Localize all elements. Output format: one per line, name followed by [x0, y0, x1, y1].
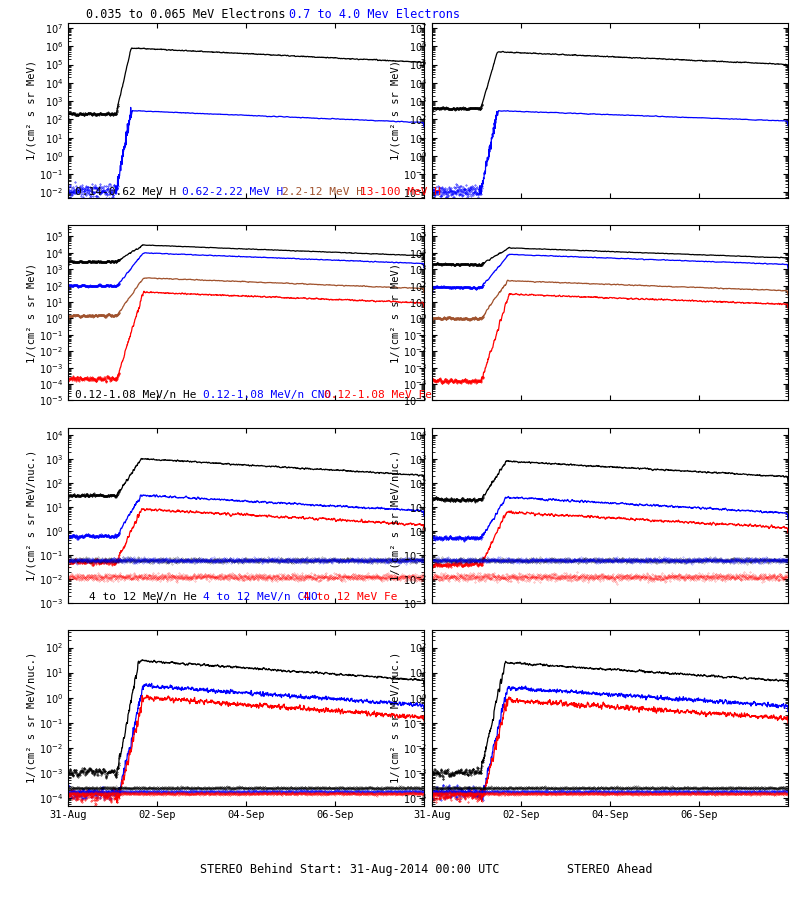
Text: Start: 31-Aug-2014 00:00 UTC: Start: 31-Aug-2014 00:00 UTC	[300, 863, 500, 877]
Text: 0.035 to 0.065 MeV Electrons: 0.035 to 0.065 MeV Electrons	[86, 8, 286, 21]
Y-axis label: 1/(cm² s sr MeV): 1/(cm² s sr MeV)	[390, 60, 401, 160]
Y-axis label: 1/(cm² s sr MeV): 1/(cm² s sr MeV)	[26, 263, 36, 363]
Text: 0.7 to 4.0 Mev Electrons: 0.7 to 4.0 Mev Electrons	[289, 8, 460, 21]
Y-axis label: 1/(cm² s sr MeV/nuc.): 1/(cm² s sr MeV/nuc.)	[390, 450, 400, 580]
Text: 4 to 12 MeV/n He: 4 to 12 MeV/n He	[90, 592, 198, 602]
Text: 0.62-2.22 MeV H: 0.62-2.22 MeV H	[182, 187, 283, 197]
Y-axis label: 1/(cm² s sr MeV): 1/(cm² s sr MeV)	[26, 60, 37, 160]
Text: 13-100 MeV H: 13-100 MeV H	[360, 187, 441, 197]
Y-axis label: 1/(cm² s sr MeV/nuc.): 1/(cm² s sr MeV/nuc.)	[26, 450, 36, 580]
Text: 0.12-1.08 MeV/n He: 0.12-1.08 MeV/n He	[75, 390, 197, 400]
Text: 2.2-12 MeV H: 2.2-12 MeV H	[282, 187, 362, 197]
Y-axis label: 1/(cm² s sr MeV): 1/(cm² s sr MeV)	[390, 263, 400, 363]
Text: 0.14-0.62 MeV H: 0.14-0.62 MeV H	[75, 187, 176, 197]
Text: 0.12-1.08 MeV Fe: 0.12-1.08 MeV Fe	[324, 390, 432, 400]
Text: 4 to 12 MeV Fe: 4 to 12 MeV Fe	[303, 592, 398, 602]
Y-axis label: 1/(cm² s sr MeV/nuc.): 1/(cm² s sr MeV/nuc.)	[390, 652, 400, 783]
Text: STEREO Behind: STEREO Behind	[200, 863, 292, 877]
Y-axis label: 1/(cm² s sr MeV/nuc.): 1/(cm² s sr MeV/nuc.)	[26, 652, 36, 783]
Text: 4 to 12 MeV/n CNO: 4 to 12 MeV/n CNO	[203, 592, 318, 602]
Text: 0.12-1.08 MeV/n CNO: 0.12-1.08 MeV/n CNO	[203, 390, 331, 400]
Text: STEREO Ahead: STEREO Ahead	[567, 863, 653, 877]
